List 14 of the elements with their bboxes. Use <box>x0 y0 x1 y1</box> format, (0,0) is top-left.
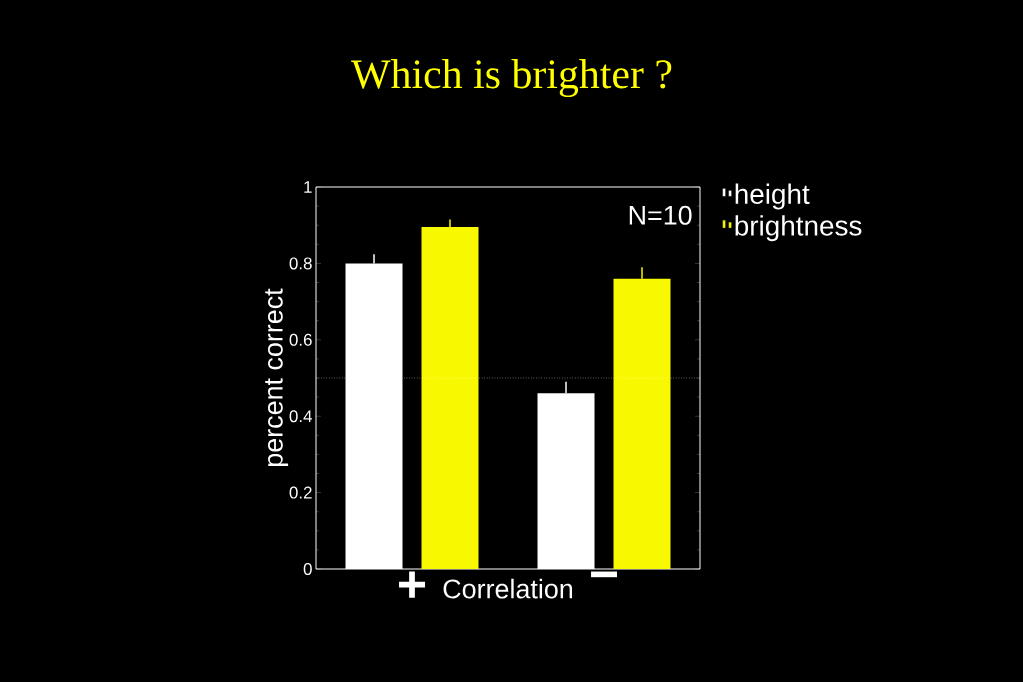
chart-title: Which is brighter ? <box>351 58 672 98</box>
y-tick-label: 0 <box>303 563 312 576</box>
x-tick-label: − <box>591 571 618 578</box>
legend-label: height <box>735 183 810 210</box>
x-axis-title: Correlation <box>443 578 573 599</box>
legend-label: brightness <box>735 215 862 242</box>
y-tick-label: 0.2 <box>289 486 312 499</box>
y-tick-label: 0.8 <box>289 257 312 270</box>
x-tick-label: + <box>399 571 426 598</box>
y-tick-label: 0.6 <box>289 333 312 346</box>
y-tick-label: 0.4 <box>289 410 312 423</box>
y-tick-label: 1 <box>304 181 312 193</box>
annotation: N=10 <box>629 205 692 225</box>
y-axis-title: percent correct <box>265 288 289 466</box>
